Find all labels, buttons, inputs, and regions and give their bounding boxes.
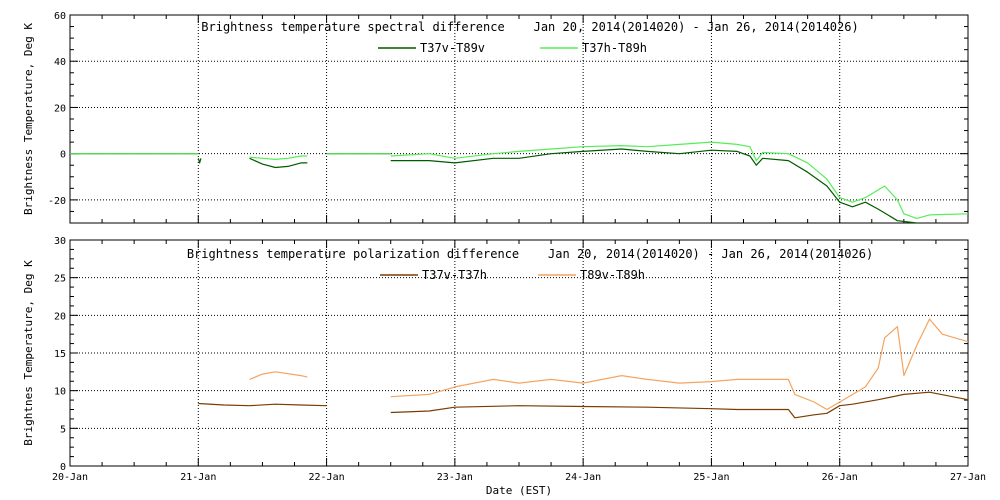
x-tick-label: 23-Jan bbox=[437, 472, 473, 483]
x-tick-label: 24-Jan bbox=[565, 472, 601, 483]
x-tick-label: 20-Jan bbox=[52, 472, 88, 483]
y-tick-label: 25 bbox=[54, 274, 66, 285]
chart-title: Brightness temperature polarization diff… bbox=[187, 247, 873, 261]
legend-label-1: T37v-T89v bbox=[420, 41, 485, 55]
series-1-segment-1 bbox=[198, 402, 327, 407]
series-2-segment-1 bbox=[249, 371, 308, 380]
series-1-segment-3 bbox=[249, 157, 308, 169]
y-tick-label: 0 bbox=[60, 462, 66, 473]
x-tick-label: 22-Jan bbox=[309, 472, 345, 483]
y-tick-label: 20 bbox=[54, 103, 66, 114]
series-2-segment-2 bbox=[390, 318, 968, 411]
series-1-segment-2 bbox=[197, 158, 202, 164]
x-tick-label: 26-Jan bbox=[822, 472, 858, 483]
legend-label-2: T89v-T89h bbox=[580, 268, 645, 282]
y-tick-label: 60 bbox=[54, 11, 66, 22]
x-axis-label: Date (EST) bbox=[486, 484, 552, 497]
y-tick-label: 15 bbox=[54, 349, 66, 360]
chart-title: Brightness temperature spectral differen… bbox=[201, 20, 858, 34]
series-2-segment-4 bbox=[390, 141, 968, 219]
series-1-segment-5 bbox=[390, 148, 917, 223]
series-2-segment-2 bbox=[249, 155, 308, 160]
y-tick-label: -20 bbox=[48, 196, 66, 207]
y-axis-label: Brightnes Temperature, Deg K bbox=[22, 260, 35, 446]
y-tick-label: 20 bbox=[54, 311, 66, 322]
plot-frame bbox=[69, 14, 969, 224]
legend-label-2: T37h-T89h bbox=[582, 41, 647, 55]
chart-panel-2: 0 5 10 15 20 25 30 20-Jan 21-Jan 22-Jan 23-Jan 24-J… bbox=[22, 236, 986, 497]
y-tick-label: 0 bbox=[60, 150, 66, 161]
chart-panel-1: -20 0 20 40 60 Brightness Temperature, Deg K B… bbox=[22, 11, 969, 224]
y-tick-label: 5 bbox=[60, 424, 66, 435]
x-tick-label: 25-Jan bbox=[693, 472, 729, 483]
y-tick-label: 10 bbox=[54, 387, 66, 398]
y-axis-label: Brightness Temperature, Deg K bbox=[22, 23, 35, 215]
x-tick-label: 21-Jan bbox=[180, 472, 216, 483]
y-tick-label: 40 bbox=[54, 57, 66, 68]
y-tick-label: 30 bbox=[54, 236, 66, 247]
series-1-segment-2 bbox=[390, 391, 968, 419]
plot-frame bbox=[69, 239, 969, 467]
legend-label-1: T37v-T37h bbox=[422, 268, 487, 282]
x-tick-label: 27-Jan bbox=[950, 472, 986, 483]
